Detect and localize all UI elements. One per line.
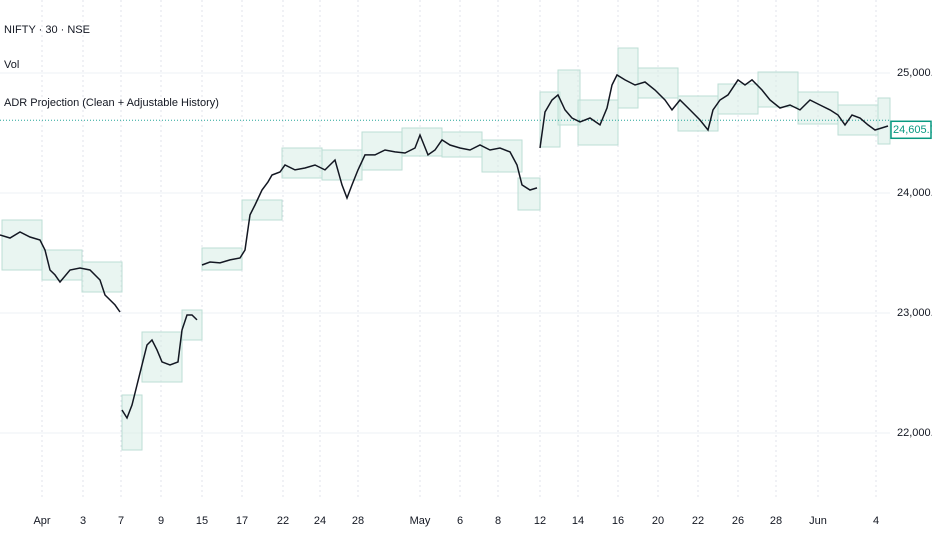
y-tick-label: 25,000.00 bbox=[897, 67, 932, 79]
y-tick-label: 23,000.00 bbox=[897, 307, 932, 319]
x-tick-label: Apr bbox=[33, 515, 50, 527]
price-line bbox=[539, 73, 889, 149]
x-tick-label: Jun bbox=[809, 515, 827, 527]
x-tick-label: 16 bbox=[612, 515, 624, 527]
price-line bbox=[121, 314, 198, 420]
x-tick-label: 26 bbox=[732, 515, 744, 527]
volume-label: Vol bbox=[4, 59, 19, 71]
price-line bbox=[0, 231, 121, 313]
x-tick-label: 28 bbox=[352, 515, 364, 527]
x-tick-label: 12 bbox=[534, 515, 546, 527]
x-tick-label: 6 bbox=[457, 515, 463, 527]
x-tick-label: 22 bbox=[277, 515, 289, 527]
x-tick-label: 22 bbox=[692, 515, 704, 527]
x-tick-label: 20 bbox=[652, 515, 664, 527]
x-tick-label: 28 bbox=[770, 515, 782, 527]
x-tick-label: May bbox=[410, 515, 431, 527]
x-tick-label: 9 bbox=[158, 515, 164, 527]
price-tag bbox=[890, 120, 932, 140]
x-tick-label: 8 bbox=[495, 515, 501, 527]
y-tick-label: 24,000.00 bbox=[897, 187, 932, 199]
x-tick-label: 3 bbox=[80, 515, 86, 527]
x-tick-label: 7 bbox=[118, 515, 124, 527]
indicator-label: ADR Projection (Clean + Adjustable Histo… bbox=[4, 97, 219, 109]
last-price-label: 24,605.70 bbox=[893, 124, 932, 136]
x-tick-label: 17 bbox=[236, 515, 248, 527]
x-tick-label: 4 bbox=[873, 515, 879, 527]
x-tick-label: 15 bbox=[196, 515, 208, 527]
x-tick-label: 24 bbox=[314, 515, 326, 527]
symbol: NIFTY · 30 · NSE bbox=[4, 24, 90, 36]
price-line bbox=[201, 132, 538, 266]
y-tick-label: 22,000.00 bbox=[897, 427, 932, 439]
x-tick-label: 14 bbox=[572, 515, 584, 527]
